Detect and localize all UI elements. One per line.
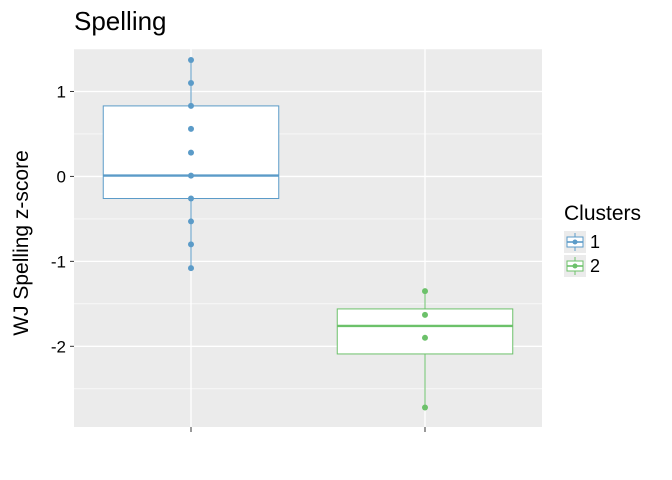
y-tick-label: 0 (57, 167, 66, 186)
data-point (422, 288, 428, 295)
box-series-1 (102, 57, 280, 272)
data-point (188, 265, 194, 272)
data-point (188, 102, 194, 109)
legend-key-icon (564, 255, 586, 277)
data-point (188, 57, 194, 64)
legend-label: 2 (590, 255, 601, 276)
data-point (422, 334, 428, 341)
y-axis-label: WJ Spelling z-score (10, 150, 33, 336)
data-point (188, 195, 194, 202)
data-point (188, 149, 194, 156)
data-point (188, 241, 194, 248)
y-tick-label: -1 (51, 252, 66, 271)
data-point (188, 125, 194, 132)
legend-item-2: 2 (564, 254, 641, 278)
legend-item-1: 1 (564, 230, 641, 254)
chart-title: Spelling (74, 6, 167, 36)
data-point (188, 218, 194, 225)
data-point (422, 404, 428, 411)
data-point (188, 79, 194, 86)
legend-title: Clusters (564, 202, 642, 225)
data-point (188, 172, 194, 179)
boxes (102, 57, 514, 411)
legend-key-icon (564, 231, 586, 253)
data-point (422, 311, 428, 318)
y-tick-label: 1 (57, 82, 66, 101)
axes: 1 0 -1 -2 (51, 82, 426, 432)
y-tick-label: -2 (51, 337, 66, 356)
legend-label: 1 (590, 231, 601, 252)
box-series-2 (336, 288, 514, 411)
